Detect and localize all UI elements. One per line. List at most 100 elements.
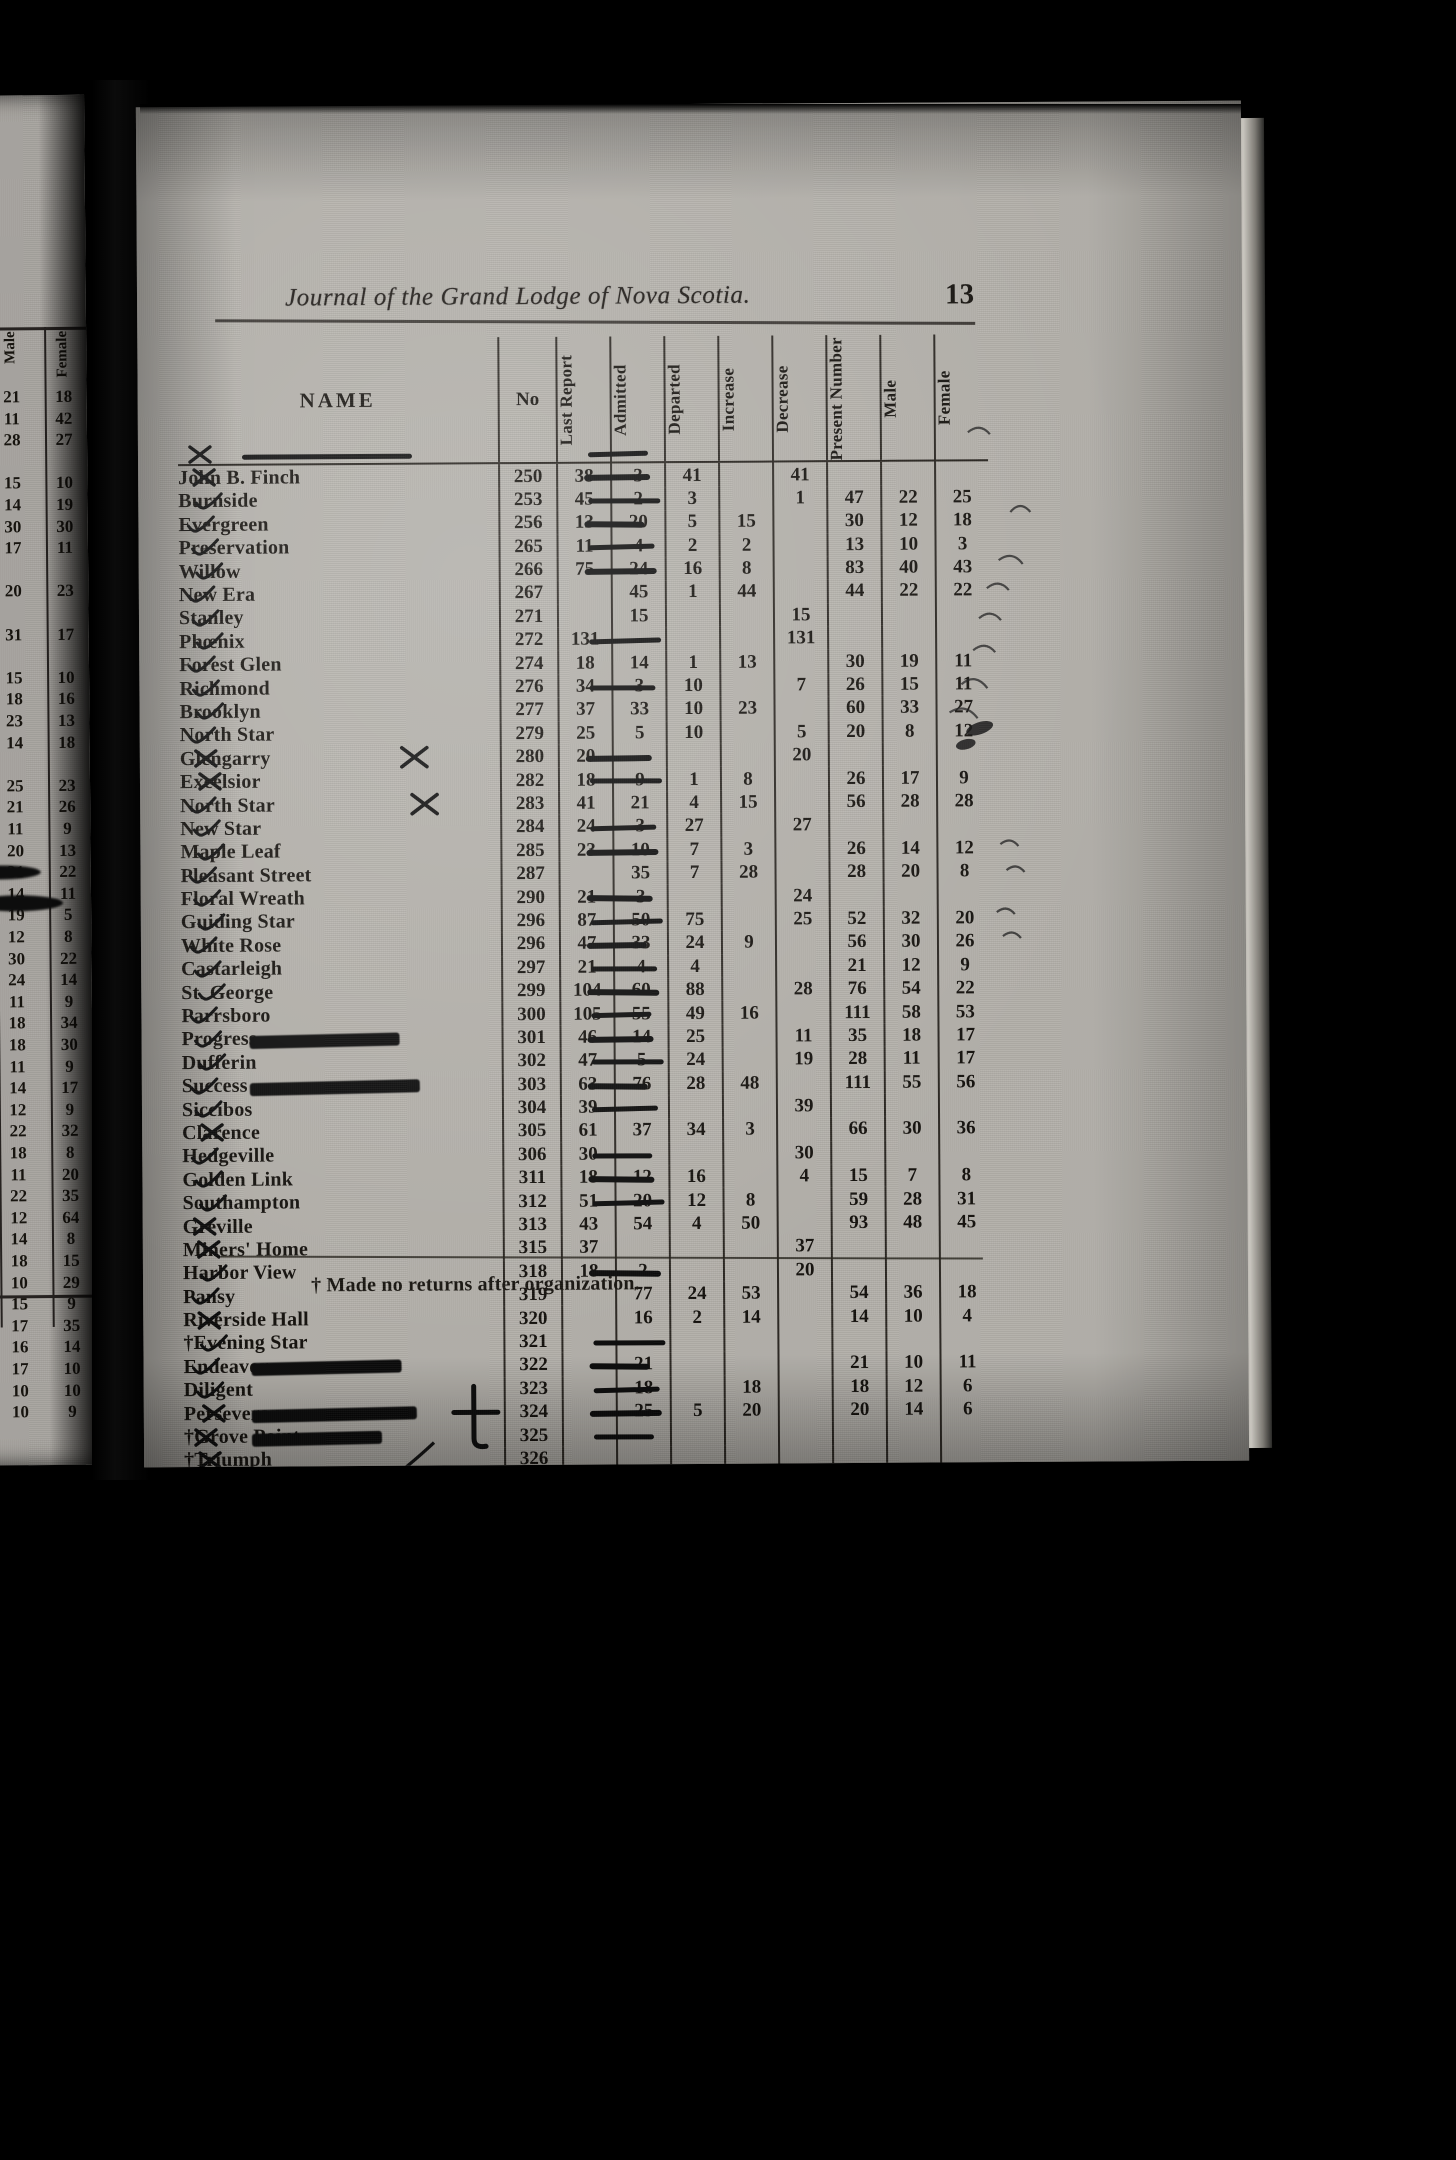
- cell-female: 8: [937, 859, 991, 883]
- left-page-cell-male: 15: [3, 473, 21, 493]
- cell-present-number: 13: [827, 532, 882, 557]
- left-page-cell-male: 18: [8, 1013, 26, 1033]
- cell-decrease: [779, 1444, 834, 1468]
- cell-no: 312: [503, 1189, 562, 1214]
- cell-departed: [670, 1375, 725, 1400]
- table-body: John B. Finch 250 38 3 41 41 Burnside 253 45 2 3 1 4…: [178, 460, 995, 1468]
- cell-increase: 3: [723, 1117, 778, 1142]
- cell-last-report: 11: [557, 534, 612, 558]
- cell-name: Castarleigh: [181, 957, 283, 981]
- cell-last-report: [562, 1305, 617, 1330]
- cell-departed: [667, 884, 722, 908]
- cell-admitted: 20: [611, 510, 666, 535]
- cell-decrease: 28: [776, 977, 831, 1001]
- cell-last-report: 18: [561, 1165, 616, 1190]
- cell-male: [883, 882, 938, 907]
- cell-last-report: 87: [559, 908, 614, 932]
- cell-present-number: [829, 883, 884, 907]
- cell-present-number: 28: [829, 859, 884, 884]
- cell-decrease: [777, 1117, 832, 1142]
- cell-departed: 25: [668, 1024, 723, 1049]
- cell-decrease: 15: [773, 602, 829, 627]
- cell-increase: 50: [723, 1211, 778, 1236]
- cell-present-number: 52: [829, 906, 884, 931]
- cell-departed: 5: [670, 1398, 725, 1423]
- cell-increase: [723, 1258, 779, 1282]
- cell-present-number: [827, 602, 883, 627]
- cell-increase: 16: [722, 1000, 777, 1025]
- cell-name: †Evening Star: [183, 1331, 308, 1355]
- cell-decrease: 1: [773, 485, 828, 510]
- cell-male: 14: [886, 1397, 941, 1422]
- cell-last-report: 23: [559, 838, 614, 862]
- cell-male: 32: [883, 906, 938, 930]
- cell-admitted: 4: [611, 533, 666, 558]
- cell-decrease: [776, 1000, 831, 1025]
- cell-present-number: [831, 1257, 887, 1282]
- col-header-admitted: Admitted: [610, 336, 666, 463]
- col-header-female: Female: [934, 334, 989, 461]
- cell-admitted: 76: [614, 1071, 669, 1096]
- cell-male: [886, 1327, 941, 1352]
- cell-female: 36: [939, 1116, 993, 1141]
- cell-male: 33: [882, 695, 937, 720]
- cell-increase: 8: [720, 766, 776, 791]
- cell-decrease: [775, 789, 830, 814]
- cell-admitted: 3: [613, 814, 668, 839]
- cell-female: [938, 1093, 993, 1117]
- cell-name: Dufferin: [181, 1051, 257, 1074]
- cell-male: 22: [881, 485, 936, 509]
- cell-increase: [720, 673, 775, 698]
- cell-name: Success: [181, 1074, 248, 1098]
- cell-last-report: 37: [558, 697, 613, 722]
- cell-name: Richmond: [179, 677, 270, 700]
- cell-departed: 12: [669, 1188, 724, 1212]
- cell-female: 11: [936, 672, 990, 696]
- cell-name: Preservation: [178, 536, 290, 560]
- cell-female: 11: [940, 1350, 994, 1375]
- cell-no: 285: [501, 838, 560, 863]
- cell-decrease: [776, 1070, 831, 1095]
- cell-present-number: [832, 1327, 887, 1352]
- cell-name: Progress: [181, 1028, 257, 1051]
- cell-increase: [721, 907, 776, 931]
- cell-name: †Grove Point: [183, 1425, 300, 1449]
- cell-increase: [721, 813, 776, 838]
- cell-female: 9: [938, 952, 992, 977]
- cell-no: 266: [499, 557, 558, 582]
- left-page-cell-male: 18: [9, 1143, 27, 1163]
- cell-decrease: 4: [777, 1164, 832, 1188]
- col-header-last-report: Last Report: [556, 336, 612, 464]
- col-header-name: NAME: [177, 337, 500, 466]
- cell-increase: 15: [719, 509, 774, 534]
- cell-no: 256: [499, 510, 558, 535]
- col-header-decrease: Decrease: [772, 335, 828, 462]
- cell-increase: [722, 977, 777, 1002]
- cell-departed: 4: [669, 1211, 724, 1236]
- cell-present-number: 93: [831, 1210, 886, 1235]
- cell-admitted: 35: [613, 861, 668, 885]
- cell-admitted: 14: [612, 650, 667, 675]
- cell-present-number: 26: [829, 836, 884, 861]
- cell-male: 18: [884, 1023, 939, 1047]
- cell-female: 26: [937, 929, 992, 954]
- cell-present-number: 56: [829, 789, 884, 814]
- cell-departed: [669, 1141, 724, 1166]
- cell-admitted: 60: [614, 978, 669, 1002]
- cell-present-number: [828, 742, 883, 767]
- cell-name: Phœnix: [179, 630, 245, 653]
- cell-male: 10: [886, 1350, 941, 1375]
- cell-female: 12: [937, 835, 991, 860]
- cell-admitted: 24: [611, 557, 666, 581]
- cell-present-number: 26: [828, 766, 884, 790]
- cell-decrease: [778, 1304, 833, 1329]
- left-page-cell-male: 20: [7, 840, 25, 861]
- cell-last-report: 39: [560, 1095, 616, 1120]
- cell-no: 311: [503, 1165, 562, 1190]
- cell-departed: 75: [667, 907, 722, 932]
- cell-increase: [725, 1445, 780, 1468]
- cell-decrease: 5: [774, 719, 829, 744]
- col-header-departed: Departed: [664, 335, 720, 463]
- cell-last-report: [563, 1446, 618, 1468]
- cell-male: 54: [884, 976, 939, 1001]
